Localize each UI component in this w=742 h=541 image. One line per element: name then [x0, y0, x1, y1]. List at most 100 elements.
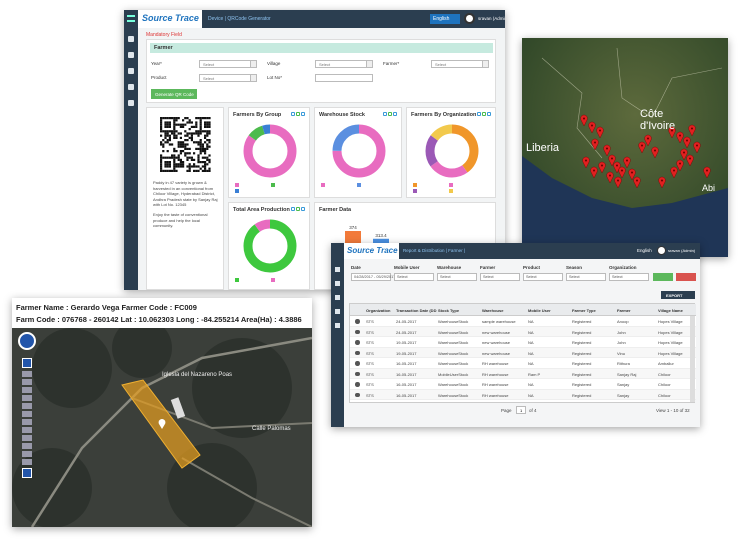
card-tool[interactable]: [393, 112, 397, 116]
card-tool[interactable]: [296, 207, 300, 211]
qr-module: [179, 145, 182, 148]
generate-button[interactable]: Generate QR Code: [151, 89, 197, 99]
cell: sample warehouse: [482, 319, 516, 324]
zoom-out[interactable]: [22, 468, 32, 478]
qr-module: [206, 139, 209, 142]
qr-module: [182, 143, 185, 146]
row-expand[interactable]: [355, 350, 360, 355]
sidebar-icon[interactable]: [128, 100, 134, 106]
qr-module: [173, 123, 176, 126]
cell: WarehouseStock: [438, 319, 469, 324]
row-expand[interactable]: [355, 361, 360, 366]
table-row[interactable]: [350, 358, 696, 369]
zoom-step[interactable]: [22, 435, 32, 441]
card-tool[interactable]: [301, 207, 305, 211]
zoom-step[interactable]: [22, 379, 32, 385]
pin-dot: [611, 157, 613, 160]
sidebar-icon[interactable]: [335, 281, 340, 286]
filter-select[interactable]: Select: [523, 273, 563, 281]
row-expand[interactable]: [355, 371, 360, 376]
pan-control[interactable]: [18, 332, 36, 350]
table-row[interactable]: [350, 337, 696, 348]
row-expand[interactable]: [355, 329, 360, 334]
pin-dot: [621, 169, 623, 172]
sidebar-icon[interactable]: [128, 36, 134, 42]
donut-segment: [243, 124, 297, 178]
qr-module: [186, 117, 189, 120]
zoom-step[interactable]: [22, 403, 32, 409]
card-tool[interactable]: [477, 112, 481, 116]
filter-select[interactable]: Select: [437, 273, 477, 281]
zoom-step[interactable]: [22, 427, 32, 433]
clear-button[interactable]: [676, 273, 696, 281]
qr-module: [201, 130, 204, 133]
sidebar-icon[interactable]: [335, 267, 340, 272]
zoom-step[interactable]: [22, 443, 32, 449]
select[interactable]: Select: [431, 60, 489, 68]
zoom-step[interactable]: [22, 387, 32, 393]
sidebar-icon[interactable]: [335, 323, 340, 328]
filter-select[interactable]: Select: [394, 273, 434, 281]
zoom-in[interactable]: [22, 358, 32, 368]
zoom-step[interactable]: [22, 371, 32, 377]
export-button[interactable]: EXPORT: [661, 291, 695, 299]
sidebar-icon[interactable]: [128, 68, 134, 74]
cell: Chiloor: [658, 382, 671, 387]
select[interactable]: Select: [199, 60, 257, 68]
zoom-step[interactable]: [22, 419, 32, 425]
form-title: Farmer: [154, 45, 173, 51]
pin-dot: [616, 164, 618, 167]
table-row[interactable]: [350, 368, 696, 379]
card-tool[interactable]: [482, 112, 486, 116]
filter-select[interactable]: Select: [480, 273, 520, 281]
qr-module: [197, 161, 200, 164]
card-tool[interactable]: [383, 112, 387, 116]
select[interactable]: Select: [315, 60, 373, 68]
row-expand[interactable]: [355, 382, 360, 387]
qr-module: [162, 156, 165, 159]
table-row[interactable]: [350, 316, 696, 327]
zoom-step[interactable]: [22, 395, 32, 401]
card-tool[interactable]: [291, 112, 295, 116]
sidebar-icon[interactable]: [128, 84, 134, 90]
pin-dot: [585, 159, 587, 162]
zoom-step[interactable]: [22, 459, 32, 465]
qr-module: [168, 161, 171, 164]
table-row[interactable]: [350, 379, 696, 390]
search-button[interactable]: [653, 273, 673, 281]
row-expand[interactable]: [355, 340, 360, 345]
filter-select[interactable]: 04/28/2017 - 05/29/2017: [351, 273, 395, 281]
sidebar-icon[interactable]: [128, 52, 134, 58]
table-row[interactable]: [350, 326, 696, 337]
filter-select[interactable]: Select: [609, 273, 649, 281]
qr-module: [201, 169, 204, 172]
qr-module: [160, 143, 163, 146]
qr-module: [199, 143, 202, 146]
card-tool[interactable]: [291, 207, 295, 211]
legend-swatch: [449, 183, 453, 187]
map-pin: [588, 121, 596, 134]
row-expand[interactable]: [355, 319, 360, 324]
card-tool[interactable]: [296, 112, 300, 116]
qr-module: [179, 143, 182, 146]
language[interactable]: English: [637, 248, 652, 253]
card-tool[interactable]: [388, 112, 392, 116]
qr-module: [179, 150, 182, 153]
select[interactable]: Select: [199, 74, 257, 82]
text-input[interactable]: [315, 74, 373, 82]
row-expand[interactable]: [355, 392, 360, 397]
language-button[interactable]: English: [430, 14, 460, 24]
sidebar-icon[interactable]: [335, 309, 340, 314]
zoom-step[interactable]: [22, 411, 32, 417]
page-input[interactable]: 1: [516, 406, 526, 414]
filter-select[interactable]: Select: [566, 273, 606, 281]
table-row[interactable]: [350, 389, 696, 400]
sidebar-icon[interactable]: [335, 295, 340, 300]
qr-module: [190, 136, 193, 139]
card-tool[interactable]: [301, 112, 305, 116]
card-tool[interactable]: [487, 112, 491, 116]
table-row[interactable]: [350, 347, 696, 358]
qr-module: [201, 165, 204, 168]
qr-module: [193, 132, 196, 135]
zoom-step[interactable]: [22, 451, 32, 457]
